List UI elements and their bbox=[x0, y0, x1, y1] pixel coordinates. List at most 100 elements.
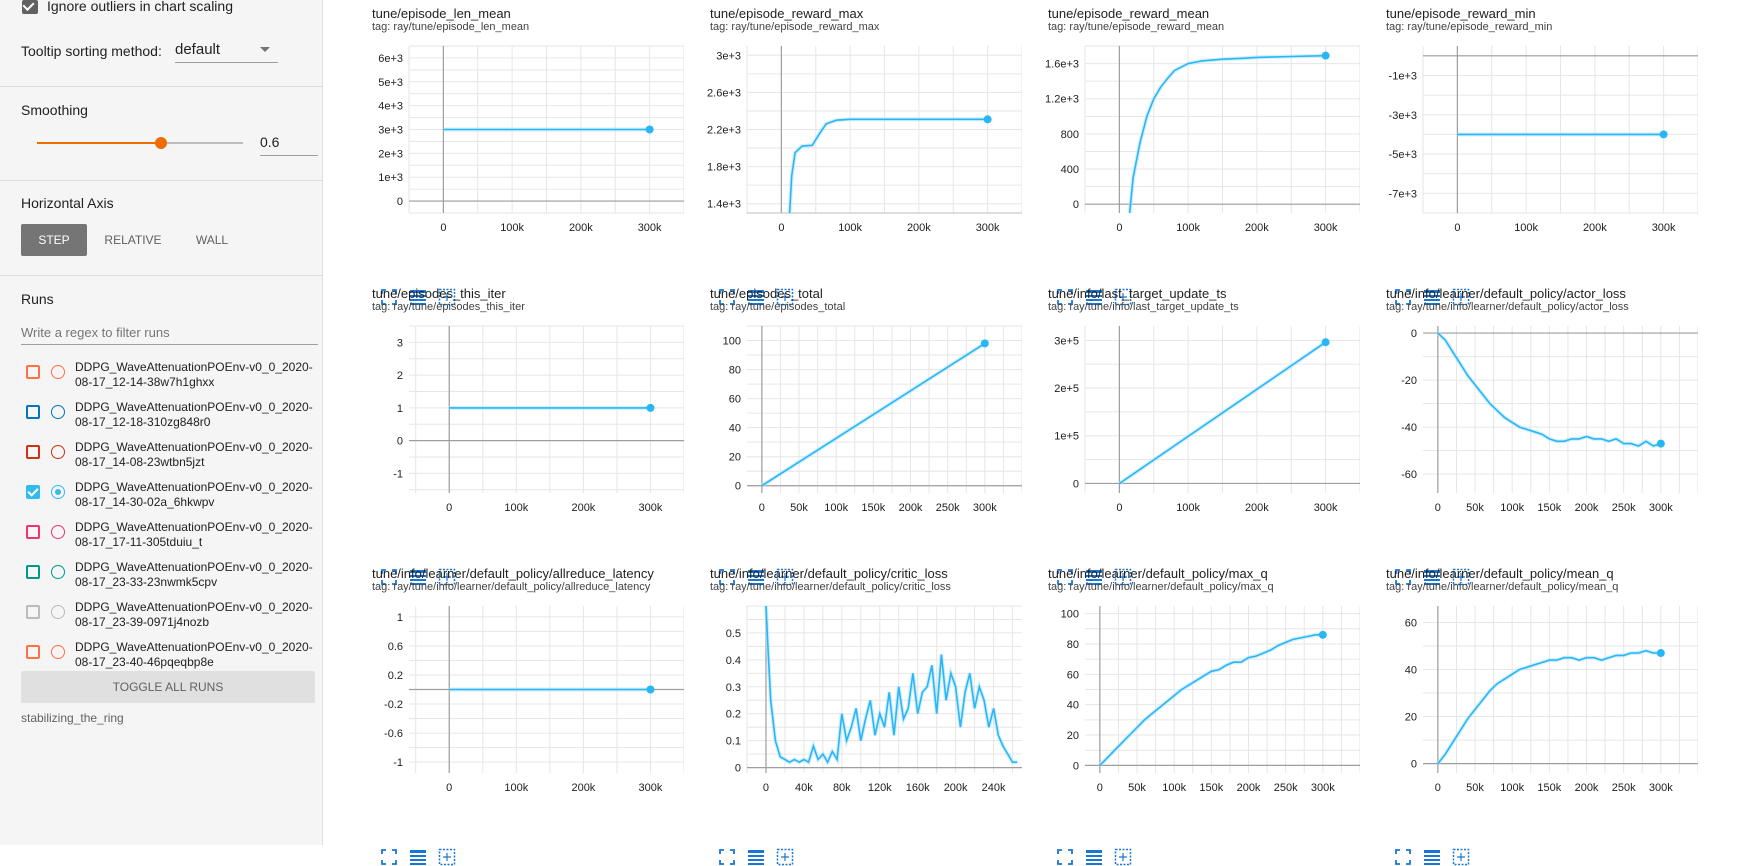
run-radio[interactable] bbox=[51, 365, 65, 379]
x-tick-label: 100k bbox=[1514, 222, 1538, 234]
tooltip-sorting-value: default bbox=[175, 41, 221, 58]
data-table-icon[interactable] bbox=[1085, 250, 1103, 305]
chart-plot[interactable]: 0 40k 80k 120k 160k 200k 240k 0 0.1 0.2 0.3 0.4 0.5 bbox=[692, 598, 1022, 808]
series-end-point[interactable] bbox=[1659, 130, 1668, 139]
fit-domain-icon[interactable] bbox=[1114, 530, 1132, 586]
fullscreen-icon[interactable] bbox=[380, 530, 398, 585]
run-label-line1: DDPG_WaveAttenuationPOEnv-v0_0_2020- bbox=[75, 640, 313, 654]
fit-domain-icon[interactable] bbox=[438, 530, 456, 586]
run-radio[interactable] bbox=[51, 485, 65, 499]
smoothing-input[interactable]: 0.6 bbox=[260, 131, 318, 156]
chart-plot[interactable]: 0 100k 200k 300k 1 0.6 0.2 -0.2 -0.6 -1 bbox=[354, 598, 684, 808]
fullscreen-icon[interactable] bbox=[718, 250, 736, 305]
chart-plot[interactable]: 0 100k 200k 300k 0 400 800 1.2e+3 1.6e+3 bbox=[1030, 38, 1360, 248]
chart-plot[interactable]: 0 100k 200k 300k 1.4e+3 1.8e+3 2.2e+3 2.6e+3 3e+… bbox=[692, 38, 1022, 248]
runs-filter-input[interactable] bbox=[21, 320, 318, 345]
run-radio[interactable] bbox=[51, 405, 65, 419]
run-checkbox[interactable] bbox=[26, 365, 40, 379]
series-line bbox=[1437, 332, 1662, 447]
fit-domain-icon[interactable] bbox=[776, 250, 794, 306]
fit-domain-icon[interactable] bbox=[1452, 250, 1470, 306]
fullscreen-icon[interactable] bbox=[380, 810, 398, 865]
chart-plot[interactable]: 0 100k 200k 300k 0 1e+5 2e+5 3e+5 bbox=[1030, 318, 1360, 528]
run-checkbox[interactable] bbox=[26, 525, 40, 539]
fit-domain-icon[interactable] bbox=[1452, 530, 1470, 586]
chart-plot[interactable]: 0 100k 200k 300k -1e+3 -3e+3 -5e+3 -7e+3 bbox=[1368, 38, 1698, 248]
axis-step-button[interactable]: STEP bbox=[21, 224, 87, 256]
chart-plot[interactable]: 0 100k 200k 300k 0 1e+3 2e+3 3e+3 4e+3 5e+3 6e+3 bbox=[354, 38, 684, 248]
data-table-icon[interactable] bbox=[747, 250, 765, 305]
data-table-icon[interactable] bbox=[409, 810, 427, 865]
x-tick-label: 250k bbox=[1274, 782, 1298, 794]
fullscreen-icon[interactable] bbox=[1394, 810, 1412, 865]
run-radio[interactable] bbox=[51, 445, 65, 459]
x-tick-label: 40k bbox=[795, 782, 813, 794]
series-end-point[interactable] bbox=[1656, 439, 1665, 448]
series-end-point[interactable] bbox=[1656, 649, 1665, 658]
axis-relative-button[interactable]: RELATIVE bbox=[104, 233, 162, 247]
chart-plot[interactable]: 0 50k 100k 150k 200k 250k 300k 0 20 40 60 80 100 bbox=[1030, 598, 1360, 808]
fullscreen-icon[interactable] bbox=[1394, 250, 1412, 305]
data-table-icon[interactable] bbox=[1423, 530, 1441, 585]
fullscreen-icon[interactable] bbox=[1056, 810, 1074, 865]
run-checkbox[interactable] bbox=[26, 565, 40, 579]
toggle-all-runs-button[interactable]: TOGGLE ALL RUNS bbox=[21, 671, 315, 703]
fullscreen-icon[interactable] bbox=[1394, 530, 1412, 585]
data-table-icon[interactable] bbox=[747, 810, 765, 865]
data-table-icon[interactable] bbox=[1085, 530, 1103, 585]
series-end-point[interactable] bbox=[1318, 630, 1327, 639]
run-radio[interactable] bbox=[51, 605, 65, 619]
fullscreen-icon[interactable] bbox=[718, 810, 736, 865]
data-table-icon[interactable] bbox=[1423, 250, 1441, 305]
fullscreen-icon[interactable] bbox=[1056, 250, 1074, 305]
ignore-outliers-checkbox[interactable] bbox=[22, 0, 38, 14]
series-end-point[interactable] bbox=[646, 685, 655, 694]
x-tick-label: 200k bbox=[907, 222, 931, 234]
series-end-point[interactable] bbox=[645, 125, 654, 134]
chart-card: tune/info/learner/default_policy/mean_q t… bbox=[1368, 560, 1698, 866]
axis-wall-button[interactable]: WALL bbox=[195, 233, 229, 247]
data-table-icon[interactable] bbox=[747, 530, 765, 585]
run-checkbox[interactable] bbox=[26, 605, 40, 619]
y-tick-label: 0.4 bbox=[726, 655, 741, 667]
series-end-point[interactable] bbox=[1321, 338, 1330, 347]
series-end-point[interactable] bbox=[1321, 51, 1330, 60]
run-radio[interactable] bbox=[51, 645, 65, 659]
fullscreen-icon[interactable] bbox=[718, 530, 736, 585]
data-table-icon[interactable] bbox=[1085, 810, 1103, 865]
slider-handle[interactable] bbox=[155, 137, 167, 149]
fit-domain-icon[interactable] bbox=[776, 530, 794, 586]
chart-plot[interactable]: 0 50k 100k 150k 200k 250k 300k 0 20 40 60 80 100 bbox=[692, 318, 1022, 528]
fit-domain-icon[interactable] bbox=[1114, 250, 1132, 306]
run-checkbox[interactable] bbox=[26, 485, 40, 499]
y-tick-label: -20 bbox=[1401, 375, 1417, 387]
fit-domain-icon[interactable] bbox=[438, 250, 456, 306]
run-label-line2: 08-17_17-11-305tduiu_t bbox=[75, 535, 203, 549]
run-checkbox[interactable] bbox=[26, 645, 40, 659]
data-table-icon[interactable] bbox=[409, 250, 427, 305]
fullscreen-icon[interactable] bbox=[1056, 530, 1074, 585]
chart-tag: tag: ray/tune/info/last_target_update_ts bbox=[1048, 301, 1239, 313]
series-end-point[interactable] bbox=[983, 115, 992, 124]
fit-domain-icon[interactable] bbox=[1452, 810, 1470, 866]
fullscreen-icon[interactable] bbox=[380, 250, 398, 305]
run-checkbox[interactable] bbox=[26, 445, 40, 459]
series-end-point[interactable] bbox=[980, 339, 989, 348]
data-table-icon[interactable] bbox=[1423, 810, 1441, 865]
chart-plot[interactable]: 0 100k 200k 300k -1 0 1 2 3 bbox=[354, 318, 684, 528]
run-radio[interactable] bbox=[51, 565, 65, 579]
tooltip-sorting-select[interactable]: default bbox=[175, 40, 278, 63]
chart-tag: tag: ray/tune/episode_reward_min bbox=[1386, 21, 1553, 33]
run-radio[interactable] bbox=[51, 525, 65, 539]
chart-plot[interactable]: 0 50k 100k 150k 200k 250k 300k 0 -20 -40 -60 bbox=[1368, 318, 1698, 528]
data-table-icon[interactable] bbox=[409, 530, 427, 585]
run-label-line2: 08-17_14-30-02a_6hkwpv bbox=[75, 495, 215, 509]
series-end-point[interactable] bbox=[646, 403, 655, 412]
chart-plot[interactable]: 0 50k 100k 150k 200k 250k 300k 0 20 40 60 bbox=[1368, 598, 1698, 808]
x-tick-label: 0 bbox=[1097, 782, 1103, 794]
run-checkbox[interactable] bbox=[26, 405, 40, 419]
fit-domain-icon[interactable] bbox=[1114, 810, 1132, 866]
fit-domain-icon[interactable] bbox=[776, 810, 794, 866]
y-tick-label: 0 bbox=[1073, 199, 1079, 211]
fit-domain-icon[interactable] bbox=[438, 810, 456, 866]
